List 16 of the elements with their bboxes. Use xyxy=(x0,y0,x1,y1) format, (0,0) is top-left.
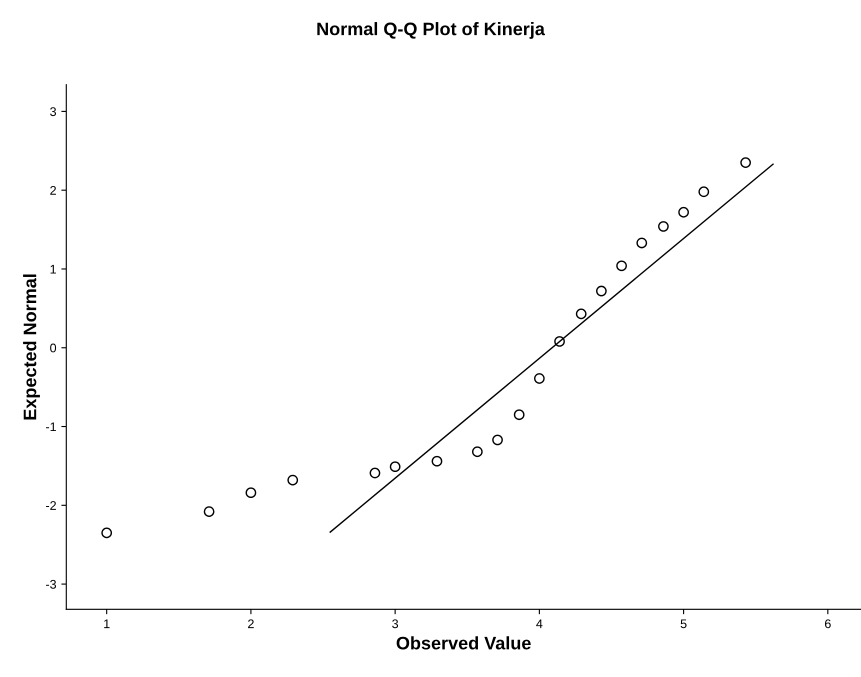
x-tick-label: 5 xyxy=(680,619,687,628)
y-axis-title: Expected Normal xyxy=(23,274,40,420)
chart-title: Normal Q-Q Plot of Kinerja xyxy=(317,22,545,39)
x-tick-label: 2 xyxy=(248,619,254,628)
x-tick-label: 4 xyxy=(536,619,542,628)
x-tick-label: 3 xyxy=(392,619,398,628)
x-tick-label: 1 xyxy=(104,619,110,628)
y-tick-label: 0 xyxy=(50,344,56,352)
y-tick-label: 2 xyxy=(50,186,56,195)
x-axis-title: Observed Value xyxy=(396,636,531,650)
y-tick-label: 3 xyxy=(50,107,56,116)
y-tick-label: -1 xyxy=(46,422,56,432)
y-tick-label: -2 xyxy=(46,501,56,510)
y-tick-label: -3 xyxy=(46,580,56,589)
y-tick-label: 1 xyxy=(50,264,56,274)
x-tick-label: 6 xyxy=(824,619,831,628)
